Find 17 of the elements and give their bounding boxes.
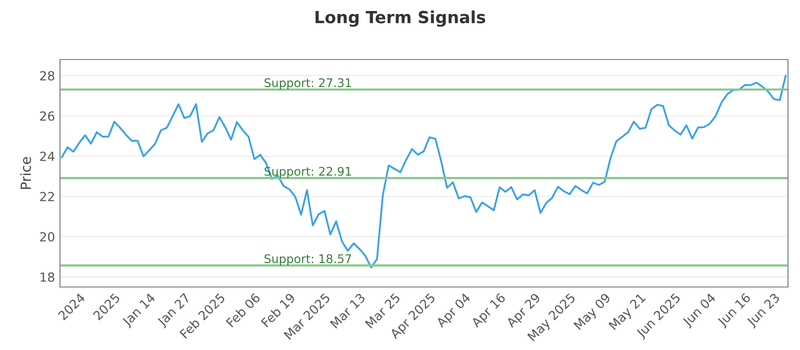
ref-line-label: Support: 18.57: [264, 254, 352, 266]
chart-title: Long Term Signals: [316, 10, 486, 27]
y-axis-title: Price: [20, 157, 31, 189]
x-tick-label: Apr 16: [470, 292, 508, 330]
x-tick-label: Jun 04: [682, 292, 718, 329]
x-tick-label: Mar 13: [330, 292, 366, 329]
y-tick-label: 18: [40, 272, 54, 282]
line-series: [60, 74, 787, 268]
y-tick-label: 26: [40, 111, 54, 121]
y-tick-label: 28: [40, 71, 54, 81]
x-tick-label: Apr 04: [435, 292, 473, 330]
y-tick-label: 24: [40, 152, 54, 161]
x-tick-label: Jan 14: [121, 292, 158, 328]
ref-line-label: Support: 27.31: [264, 78, 351, 90]
x-tick-label: Feb 06: [226, 292, 261, 328]
y-tick-label: 20: [40, 232, 54, 242]
y-tick-label: 22: [40, 192, 54, 202]
